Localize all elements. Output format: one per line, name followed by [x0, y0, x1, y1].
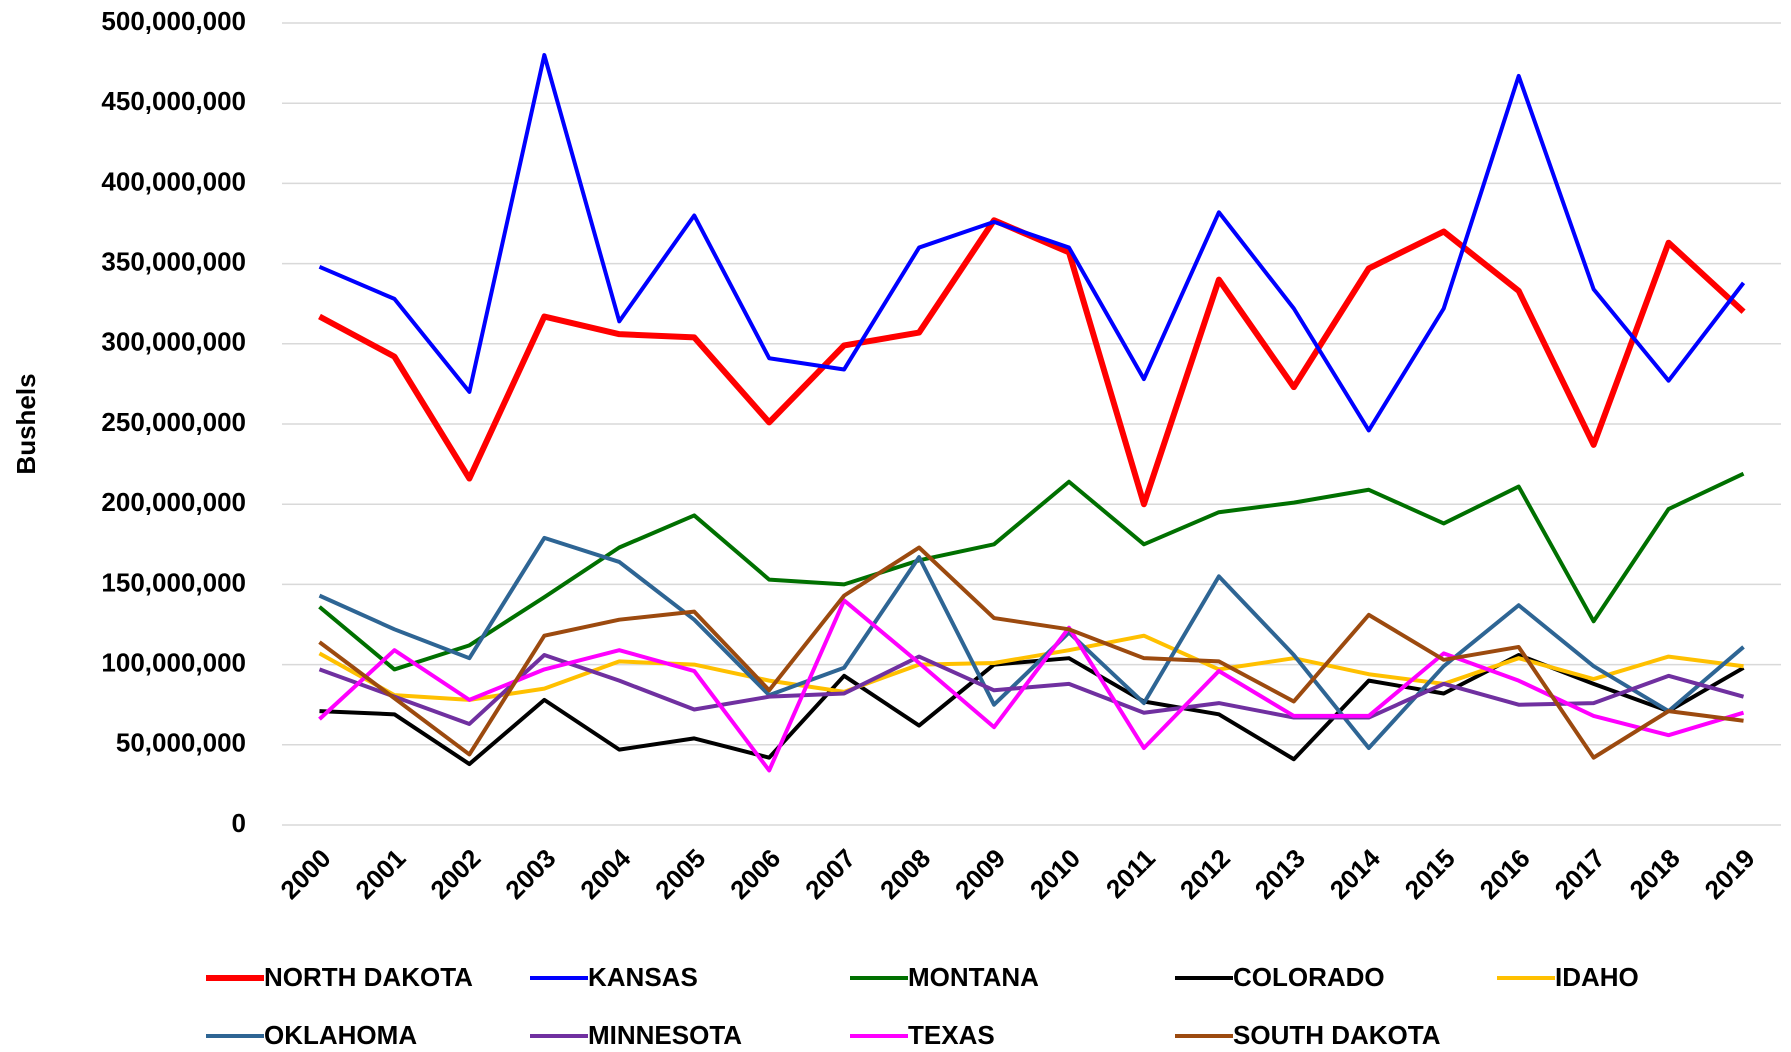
x-tick-label: 2004: [574, 843, 636, 905]
x-tick-label: 2017: [1549, 843, 1611, 905]
y-tick-label: 100,000,000: [101, 647, 246, 677]
y-axis-label: Bushels: [11, 373, 41, 474]
x-tick-label: 2016: [1474, 843, 1536, 905]
x-tick-label: 2007: [799, 843, 861, 905]
legend-label: KANSAS: [588, 962, 698, 992]
y-tick-label: 50,000,000: [116, 728, 246, 758]
x-tick-label: 2010: [1024, 843, 1086, 905]
x-tick-label: 2006: [724, 843, 786, 905]
series-line: [318, 53, 1746, 433]
legend-label: IDAHO: [1555, 962, 1639, 992]
y-tick-label: 0: [232, 808, 246, 838]
legend-label: OKLAHOMA: [264, 1020, 417, 1050]
legend-label: NORTH DAKOTA: [264, 962, 473, 992]
legend-label: COLORADO: [1233, 962, 1385, 992]
y-tick-label: 350,000,000: [101, 246, 246, 276]
legend-label: TEXAS: [908, 1020, 995, 1050]
x-tick-label: 2009: [949, 843, 1011, 905]
y-tick-label: 300,000,000: [101, 327, 246, 357]
y-tick-label: 450,000,000: [101, 86, 246, 116]
series-line: [318, 545, 1744, 760]
x-tick-label: 2003: [499, 843, 561, 905]
x-tick-label: 2015: [1399, 843, 1461, 905]
x-tick-label: 2014: [1324, 843, 1386, 905]
y-tick-label: 500,000,000: [101, 6, 246, 36]
legend-label: MINNESOTA: [588, 1020, 742, 1050]
y-tick-label: 400,000,000: [101, 166, 246, 196]
x-tick-label: 2001: [349, 843, 411, 905]
y-tick-label: 150,000,000: [101, 567, 246, 597]
x-tick-label: 2019: [1699, 843, 1761, 905]
series-line: [318, 535, 1745, 751]
x-tick-label: 2008: [874, 843, 936, 905]
series-line: [318, 652, 1745, 726]
x-tick-label: 2002: [424, 843, 486, 905]
y-tick-label: 200,000,000: [101, 487, 246, 517]
x-tick-label: 2005: [649, 843, 711, 905]
y-tick-label: 250,000,000: [101, 407, 246, 437]
x-tick-label: 2011: [1100, 843, 1161, 904]
series-line: [318, 633, 1744, 702]
legend-label: SOUTH DAKOTA: [1233, 1020, 1441, 1050]
x-tick-label: 2013: [1249, 843, 1311, 905]
series-line: [318, 471, 1745, 672]
x-tick-label: 2000: [274, 843, 336, 905]
series-line: [318, 598, 1745, 773]
x-tick-label: 2018: [1624, 843, 1686, 905]
x-tick-label: 2012: [1174, 843, 1236, 905]
legend-label: MONTANA: [908, 962, 1039, 992]
